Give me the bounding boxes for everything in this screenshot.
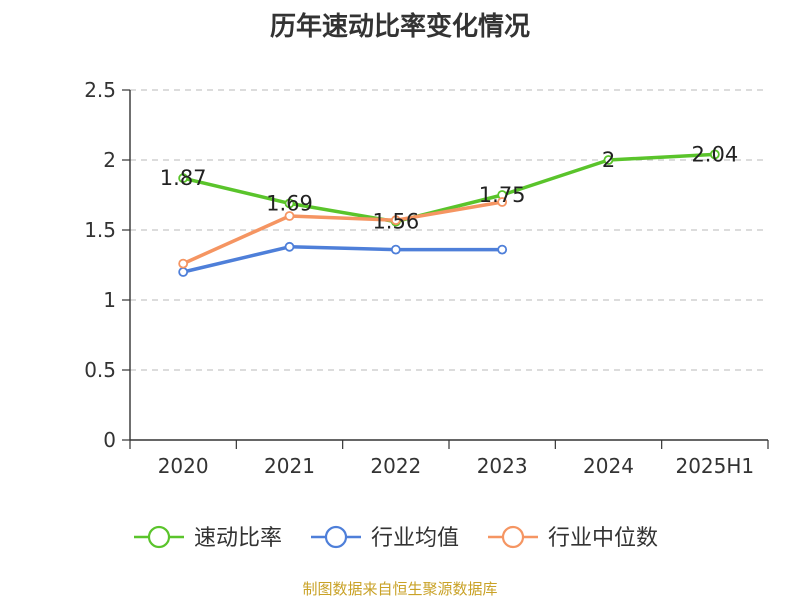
legend-label: 速动比率 — [194, 526, 282, 551]
series-line-2 — [181, 200, 504, 266]
data-point — [284, 241, 295, 252]
x-tick-label: 2023 — [477, 454, 528, 478]
data-point — [603, 155, 614, 165]
y-tick-label: 0.5 — [84, 358, 116, 382]
series-line-0 — [181, 152, 717, 224]
data-point — [390, 244, 401, 255]
data-point — [178, 173, 189, 184]
series-line-1 — [181, 245, 504, 274]
data-label: 1.75 — [479, 183, 526, 207]
legend: 速动比率 行业均值 行业中位数 — [134, 525, 658, 551]
legend-marker — [501, 525, 525, 549]
data-point — [390, 215, 401, 226]
x-tick-label: 2022 — [370, 454, 421, 478]
y-tick-label: 1 — [103, 288, 116, 312]
x-tick-label: 2020 — [158, 454, 209, 478]
data-label: 2 — [602, 148, 615, 172]
data-point — [284, 198, 295, 209]
x-tick-label: 2021 — [264, 454, 315, 478]
data-label: 1.87 — [160, 166, 207, 190]
data-label: 2.04 — [691, 142, 738, 166]
data-point — [497, 244, 508, 255]
data-point — [178, 267, 189, 277]
legend-marker — [324, 525, 348, 549]
legend-label: 行业中位数 — [548, 526, 658, 551]
y-tick-label: 2.5 — [84, 78, 116, 102]
y-tick-label: 0 — [103, 428, 116, 452]
series-layer — [178, 149, 720, 277]
grid-lines — [130, 89, 768, 371]
data-labels: 1.87 1.69 1.56 1.75 2 2.04 — [160, 142, 738, 233]
legend-marker — [147, 525, 171, 549]
data-label: 1.56 — [372, 210, 419, 234]
y-tick-label: 1.5 — [84, 218, 116, 242]
y-tick-label: 2 — [103, 148, 116, 172]
data-source-note: 制图数据来自恒生聚源数据库 — [302, 580, 498, 598]
x-tick-label: 2024 — [583, 454, 634, 478]
data-point — [284, 211, 295, 221]
x-tick-label: 2025H1 — [675, 454, 754, 478]
data-point — [709, 149, 720, 160]
data-point — [497, 197, 508, 207]
legend-label: 行业均值 — [371, 526, 459, 551]
data-point — [178, 258, 189, 269]
chart-title: 历年速动比率变化情况 — [269, 12, 530, 42]
data-label: 1.69 — [266, 191, 313, 215]
axes: 0 0.5 1 1.5 2 2.5 2020 2021 2022 2023 2024 2025H1 — [84, 78, 769, 478]
